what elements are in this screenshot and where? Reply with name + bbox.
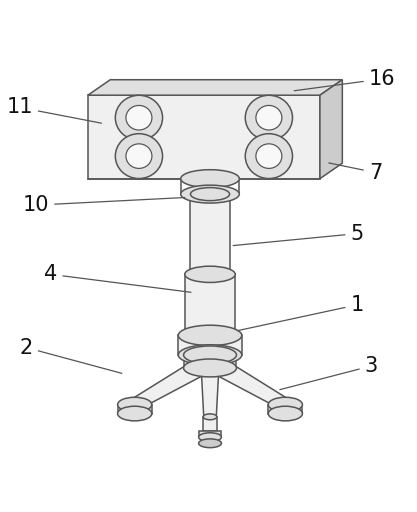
Ellipse shape xyxy=(245,134,292,179)
Bar xyxy=(178,335,242,355)
Ellipse shape xyxy=(116,95,163,140)
Ellipse shape xyxy=(126,144,152,168)
Ellipse shape xyxy=(181,169,239,187)
Polygon shape xyxy=(214,358,289,410)
Text: 5: 5 xyxy=(233,224,364,246)
Ellipse shape xyxy=(185,266,235,283)
Text: 7: 7 xyxy=(329,162,382,183)
Bar xyxy=(198,431,221,437)
Text: 10: 10 xyxy=(23,195,185,215)
Ellipse shape xyxy=(198,433,221,441)
Ellipse shape xyxy=(191,268,230,281)
Ellipse shape xyxy=(198,439,221,447)
Text: 16: 16 xyxy=(294,69,395,91)
Ellipse shape xyxy=(203,414,217,420)
Ellipse shape xyxy=(256,105,282,130)
Polygon shape xyxy=(88,80,342,95)
Text: 2: 2 xyxy=(20,337,122,373)
Bar xyxy=(268,404,302,414)
Ellipse shape xyxy=(256,144,282,168)
Polygon shape xyxy=(201,366,219,417)
Ellipse shape xyxy=(191,187,230,201)
Text: 4: 4 xyxy=(44,264,191,292)
Bar xyxy=(88,95,320,179)
Polygon shape xyxy=(320,80,342,179)
Bar xyxy=(191,194,230,274)
Ellipse shape xyxy=(183,359,236,377)
Ellipse shape xyxy=(183,346,236,364)
Ellipse shape xyxy=(118,406,152,421)
Bar xyxy=(118,404,152,414)
Text: 11: 11 xyxy=(6,97,101,123)
Ellipse shape xyxy=(126,105,152,130)
Ellipse shape xyxy=(178,345,242,365)
Polygon shape xyxy=(132,358,206,410)
Ellipse shape xyxy=(268,406,302,421)
Ellipse shape xyxy=(116,134,163,179)
Text: 1: 1 xyxy=(237,295,364,331)
Text: 3: 3 xyxy=(280,356,378,390)
Ellipse shape xyxy=(118,397,152,412)
Ellipse shape xyxy=(178,325,242,346)
Ellipse shape xyxy=(185,327,235,344)
Bar xyxy=(185,274,235,335)
Ellipse shape xyxy=(268,397,302,412)
Ellipse shape xyxy=(245,95,292,140)
Ellipse shape xyxy=(181,185,239,203)
Bar xyxy=(203,417,217,431)
Bar xyxy=(183,355,236,368)
